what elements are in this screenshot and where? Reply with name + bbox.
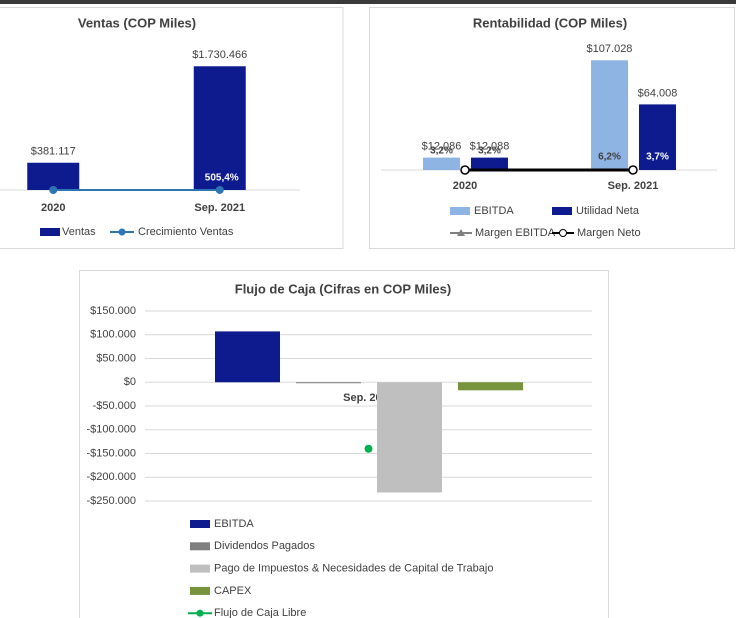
data-label: $1.730.466 (192, 49, 247, 61)
y-tick-label: -$50.000 (93, 400, 136, 412)
data-label: 505,4% (205, 173, 239, 184)
data-label: $381.117 (31, 146, 76, 158)
bar (296, 382, 361, 384)
legend-label: Margen Neto (577, 227, 641, 239)
y-tick-label: -$100.000 (86, 424, 136, 436)
data-label: 3,2% (478, 146, 501, 157)
y-tick-label: -$200.000 (86, 471, 136, 483)
x-tick-label: 2020 (453, 180, 477, 192)
bar (215, 331, 280, 383)
chart-title: Ventas (COP Miles) (78, 15, 196, 30)
bar (27, 162, 80, 190)
y-tick-label: $150.000 (90, 305, 136, 317)
data-label: 6,2% (598, 152, 621, 163)
legend-swatch (190, 520, 210, 528)
legend-label: Pago de Impuestos & Necesidades de Capit… (214, 563, 493, 575)
bar (591, 60, 628, 171)
bar (377, 382, 442, 493)
legend-marker (457, 229, 465, 236)
legend-label: Flujo de Caja Libre (214, 607, 306, 618)
data-label: $107.028 (587, 43, 633, 55)
y-tick-label: $100.000 (90, 329, 136, 341)
bar (471, 157, 508, 170)
legend-swatch (190, 586, 210, 595)
legend-label: Margen EBITDA (475, 227, 556, 239)
data-label: 3,7% (646, 152, 669, 163)
data-label: $64.008 (638, 87, 678, 99)
chart-title: Rentabilidad (COP Miles) (473, 15, 627, 30)
line-marker (215, 185, 224, 194)
legend-label: Utilidad Neta (576, 205, 640, 217)
data-label: $12.088 (470, 141, 510, 153)
legend-swatch (552, 207, 572, 215)
data-label: $12.086 (422, 141, 462, 153)
x-tick-label: Sep. 2021 (194, 202, 245, 214)
panel (79, 270, 609, 618)
legend-marker (559, 229, 567, 237)
legend-label: Ventas (62, 226, 96, 238)
legend-label: Crecimiento Ventas (138, 226, 234, 238)
legend-swatch (190, 542, 210, 551)
bar (639, 104, 676, 170)
y-tick-label: -$250.000 (86, 495, 136, 507)
y-tick-label: $50.000 (96, 352, 136, 364)
legend-marker (118, 228, 126, 236)
data-label: 3,2% (430, 146, 453, 157)
x-tick-label: 2020 (41, 202, 65, 214)
point (364, 444, 373, 453)
y-tick-label: $0 (124, 376, 136, 388)
bar (458, 382, 523, 391)
legend-label: EBITDA (214, 518, 254, 530)
legend-label: EBITDA (474, 205, 514, 217)
legend-marker (196, 609, 204, 617)
top-band (0, 0, 736, 4)
bar (423, 157, 460, 170)
legend-label: CAPEX (214, 585, 252, 597)
x-tick-label: Sep. 2021 (608, 180, 659, 192)
legend-swatch (450, 207, 470, 215)
legend-swatch (190, 564, 210, 573)
line-marker (460, 165, 470, 175)
bar (193, 66, 246, 190)
legend-label: Dividendos Pagados (214, 540, 315, 552)
y-tick-label: -$150.000 (86, 447, 136, 459)
line-marker (628, 165, 638, 175)
legend-swatch (40, 228, 60, 236)
panel (0, 7, 344, 249)
line-marker (49, 186, 58, 194)
chart-title: Flujo de Caja (Cifras en COP Miles) (235, 281, 451, 296)
